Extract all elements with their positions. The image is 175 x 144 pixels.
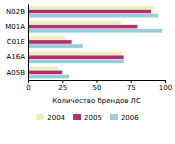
tick-label: M01A: [5, 23, 25, 31]
tick: 0: [26, 80, 30, 92]
tick: 100: [159, 80, 172, 92]
tick-mark: [62, 80, 63, 83]
tick: 25: [58, 80, 67, 92]
tick: 75: [127, 80, 136, 92]
tick: M01A: [5, 23, 28, 31]
tick-label: N02B: [6, 8, 25, 16]
legend-swatch: [73, 114, 81, 120]
bar: [28, 21, 121, 25]
tick-label: 75: [127, 84, 136, 92]
tick-mark: [131, 80, 132, 83]
tick-label: 25: [58, 84, 67, 92]
bar: [28, 66, 58, 70]
bar: [28, 70, 62, 74]
tick-label: C01E: [7, 38, 25, 46]
bar: [28, 29, 162, 33]
bar: [28, 10, 151, 14]
chart: 0 25 50 75 100 N02B M01A C01E A16A A05B Количество…: [0, 0, 175, 144]
tick: 50: [93, 80, 102, 92]
legend-swatch: [36, 114, 44, 120]
tick-label: 100: [159, 84, 172, 92]
tick-label: A16A: [7, 53, 26, 61]
tick-label: 0: [26, 84, 30, 92]
legend-label: 2004: [47, 114, 65, 122]
bar-series: [28, 14, 162, 79]
tick-mark: [165, 80, 166, 83]
bar: [28, 44, 83, 48]
tick: A16A: [7, 53, 28, 61]
tick-label: A05B: [7, 69, 26, 77]
bar: [28, 40, 72, 44]
tick-mark: [97, 80, 98, 83]
x-axis: 0 25 50 75 100: [26, 80, 172, 92]
legend-item: 2004: [36, 114, 65, 122]
tick-label: 50: [93, 84, 102, 92]
legend-item: 2006: [110, 114, 139, 122]
tick: N02B: [6, 8, 28, 16]
legend-swatch: [110, 114, 118, 120]
bar: [28, 74, 69, 78]
legend-label: 2006: [121, 114, 139, 122]
bar: [28, 55, 124, 59]
bar: [28, 51, 121, 55]
y-axis: N02B M01A C01E A16A A05B: [5, 5, 28, 81]
axis-line: [28, 5, 29, 81]
tick: A05B: [7, 69, 29, 77]
legend: 2004 2005 2006: [36, 114, 139, 122]
bar: [28, 25, 138, 29]
tick: C01E: [7, 38, 28, 46]
bar: [28, 6, 154, 10]
x-axis-title: Количество брендов ЛС: [52, 97, 141, 105]
legend-label: 2005: [84, 114, 102, 122]
bar-series: [28, 10, 151, 75]
bar: [28, 14, 158, 18]
axis-line: [29, 81, 166, 84]
chart-container: 0 25 50 75 100 N02B M01A C01E A16A A05B Количество…: [0, 0, 175, 144]
bar: [28, 59, 124, 63]
bar: [28, 36, 66, 40]
bars: [28, 6, 162, 79]
legend-item: 2005: [73, 114, 102, 122]
